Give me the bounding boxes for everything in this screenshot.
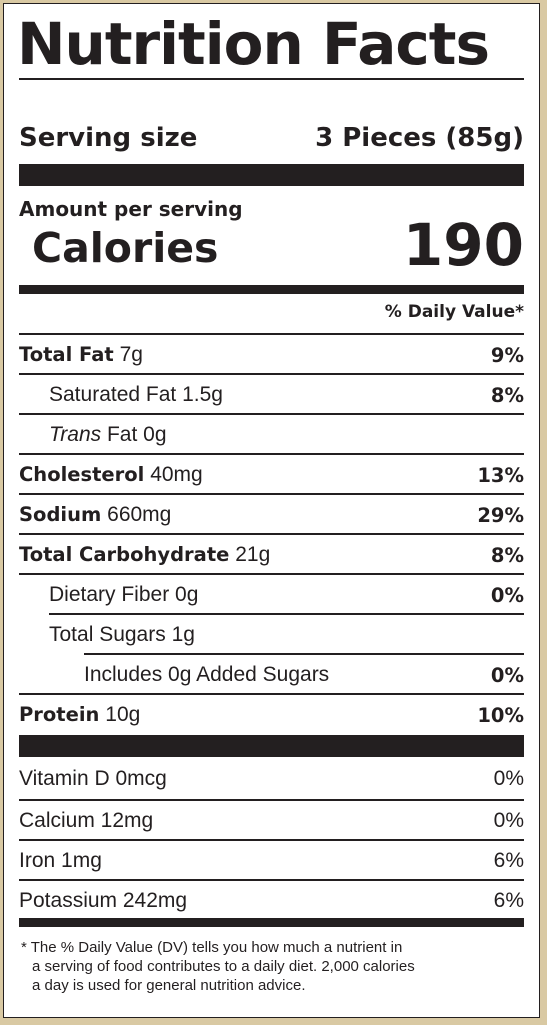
vitamin-text: Iron 1mg — [19, 849, 102, 872]
vitamin-row: Potassium 242mg 6% — [19, 881, 524, 921]
vitamin-row: Vitamin D 0mcg 0% — [19, 759, 524, 799]
nutrient-amount: 0g — [175, 583, 199, 606]
nutrient-text: Includes 0g Added Sugars — [84, 663, 330, 686]
nutrient-name: Sodium — [19, 503, 102, 526]
nutrient-name: Saturated Fat — [49, 383, 177, 406]
nutrient-row-cholesterol: Cholesterol 40mg 13% — [19, 455, 524, 495]
row-divider — [19, 333, 524, 335]
nutrient-name: Total Fat — [19, 343, 114, 366]
row-divider — [19, 373, 524, 375]
calories-divider — [19, 285, 524, 294]
footnote-divider — [19, 918, 524, 927]
row-divider — [19, 799, 524, 801]
row-divider — [19, 839, 524, 841]
row-divider — [19, 493, 524, 495]
serving-divider — [19, 164, 524, 186]
row-divider — [19, 573, 524, 575]
label-title: Nutrition Facts — [17, 10, 490, 78]
nutrient-name: Total Carbohydrate — [19, 543, 230, 566]
nutrient-dv: 13% — [477, 463, 524, 487]
nutrient-row-added-sugars: Includes 0g Added Sugars 0% — [19, 655, 524, 695]
nutrient-row-sodium: Sodium 660mg 29% — [19, 495, 524, 535]
nutrition-facts-label: Nutrition Facts Serving size 3 Pieces (8… — [3, 3, 540, 1018]
serving-size-label: Serving size — [19, 123, 198, 153]
row-divider — [19, 533, 524, 535]
vitamin-dv: 6% — [493, 849, 524, 872]
nutrient-row-protein: Protein 10g 10% — [19, 695, 524, 735]
calories-value: 190 — [402, 211, 524, 279]
vitamin-row: Calcium 12mg 0% — [19, 801, 524, 841]
nutrient-amount: 10g — [105, 703, 141, 726]
vitamin-row: Iron 1mg 6% — [19, 841, 524, 881]
footnote-line: a serving of food contributes to a daily… — [32, 958, 415, 975]
nutrient-row-trans-fat: Trans Fat 0g — [19, 415, 524, 455]
nutrient-amount: 1.5g — [182, 383, 223, 406]
row-divider — [19, 413, 524, 415]
nutrient-amount: 7g — [119, 343, 143, 366]
vitamin-dv: 6% — [493, 889, 524, 912]
nutrient-amount: 40mg — [150, 463, 203, 486]
vitamin-text: Calcium 12mg — [19, 809, 154, 832]
nutrient-row-saturated-fat: Saturated Fat 1.5g 8% — [19, 375, 524, 415]
nutrient-row-total-fat: Total Fat 7g 9% — [19, 335, 524, 375]
nutrient-dv: 8% — [490, 383, 524, 407]
vitamin-text: Potassium 242mg — [19, 889, 188, 912]
calories-label: Calories — [32, 224, 219, 272]
serving-size-value: 3 Pieces (85g) — [315, 123, 524, 153]
amount-per-serving: Amount per serving — [19, 197, 243, 221]
nutrient-amount: 1g — [171, 623, 195, 646]
footnote-line: * The % Daily Value (DV) tells you how m… — [21, 939, 403, 956]
nutrient-name-italic: Trans — [49, 423, 102, 446]
nutrient-name: Protein — [19, 703, 100, 726]
nutrient-name: Dietary Fiber — [49, 583, 170, 606]
title-divider — [19, 78, 524, 80]
daily-value-header: % Daily Value* — [384, 302, 524, 322]
nutrient-row-total-sugars: Total Sugars 1g — [19, 615, 524, 655]
vitamin-dv: 0% — [493, 809, 524, 832]
nutrient-dv: 0% — [490, 663, 524, 687]
footnote-line: a day is used for general nutrition advi… — [32, 977, 306, 994]
nutrient-amount: 21g — [235, 543, 271, 566]
nutrient-row-total-carbohydrate: Total Carbohydrate 21g 8% — [19, 535, 524, 575]
nutrient-amount: 660mg — [107, 503, 172, 526]
nutrient-name: Total Sugars — [49, 623, 166, 646]
nutrient-name: Cholesterol — [19, 463, 145, 486]
row-divider — [19, 453, 524, 455]
serving-size-row: Serving size 3 Pieces (85g) — [19, 118, 524, 158]
protein-divider — [19, 735, 524, 757]
nutrient-row-dietary-fiber: Dietary Fiber 0g 0% — [19, 575, 524, 615]
row-divider — [19, 693, 524, 695]
row-divider — [49, 613, 524, 615]
nutrient-dv: 9% — [490, 343, 524, 367]
vitamin-dv: 0% — [493, 767, 524, 790]
nutrient-name: Fat — [106, 423, 138, 446]
nutrient-dv: 8% — [490, 543, 524, 567]
nutrient-dv: 0% — [490, 583, 524, 607]
row-divider — [84, 653, 524, 655]
nutrient-amount: 0g — [143, 423, 167, 446]
nutrient-dv: 29% — [477, 503, 524, 527]
row-divider — [19, 879, 524, 881]
vitamin-text: Vitamin D 0mcg — [19, 767, 167, 790]
nutrient-dv: 10% — [477, 703, 524, 727]
footnote: * The % Daily Value (DV) tells you how m… — [21, 938, 524, 995]
